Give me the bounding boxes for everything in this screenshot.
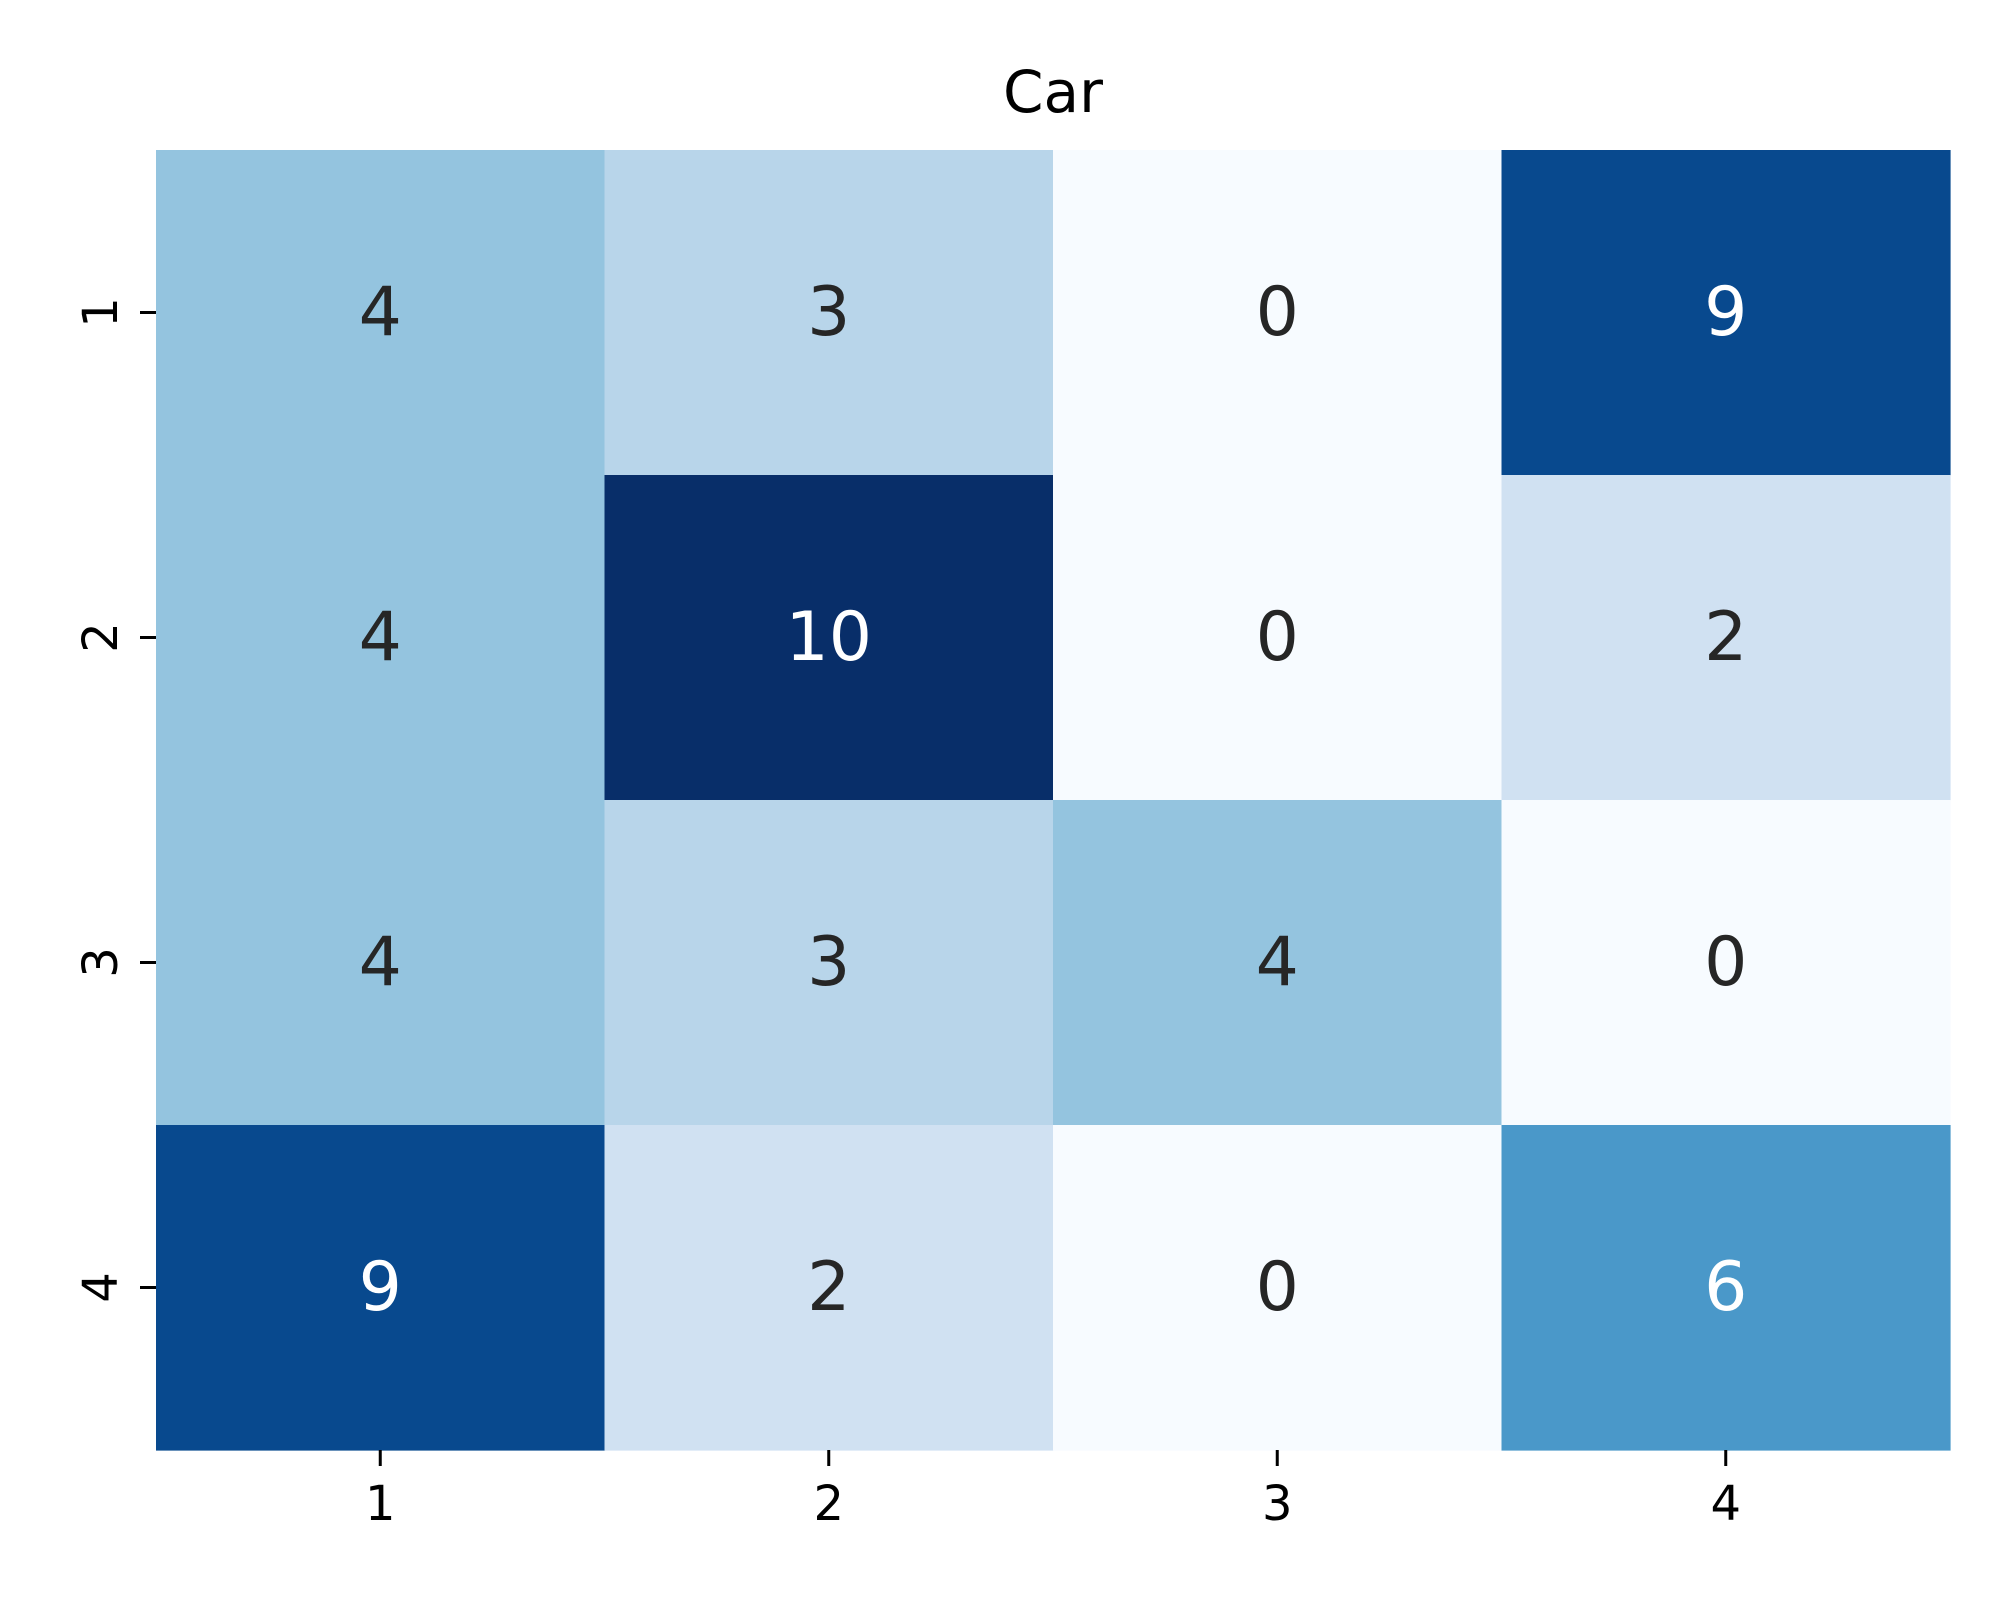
y-axis: 1 2 3 4 bbox=[73, 297, 156, 1303]
cell-value-label-r1-c3: 0 bbox=[1256, 273, 1299, 352]
heatmap-cell-r4-c4 bbox=[1501, 1125, 1951, 1451]
cell-value-label-r4-c3: 0 bbox=[1256, 1248, 1299, 1327]
heatmap-cells bbox=[156, 150, 1951, 1451]
x-axis: 1 2 3 4 bbox=[365, 1450, 1741, 1532]
y-tick-label-4: 4 bbox=[73, 1272, 129, 1303]
cell-value-label-r2-c4: 2 bbox=[1704, 598, 1747, 677]
cell-value-label-r1-c4: 9 bbox=[1704, 273, 1747, 352]
cell-value-label-r3-c2: 3 bbox=[807, 923, 850, 1002]
heatmap-cell-r3-c1 bbox=[156, 800, 606, 1126]
heatmap-cell-r1-c3 bbox=[1053, 150, 1503, 476]
cell-value-label-r3-c4: 0 bbox=[1704, 923, 1747, 1002]
cell-value-label-r2-c2: 10 bbox=[785, 598, 872, 677]
heatmap-cell-r4-c2 bbox=[604, 1125, 1054, 1451]
cell-value-label-r3-c3: 4 bbox=[1256, 923, 1299, 1002]
heatmap-cell-r4-c1 bbox=[156, 1125, 606, 1451]
x-tick-label-4: 4 bbox=[1710, 1476, 1741, 1532]
heatmap-cell-r2-c3 bbox=[1053, 475, 1503, 801]
heatmap-cell-r3-c3 bbox=[1053, 800, 1503, 1126]
heatmap-cell-r4-c3 bbox=[1053, 1125, 1503, 1451]
x-tick-label-2: 2 bbox=[813, 1476, 844, 1532]
heatmap-cell-r1-c2 bbox=[604, 150, 1054, 476]
y-tick-label-1: 1 bbox=[73, 297, 129, 328]
cell-value-label-r1-c2: 3 bbox=[807, 273, 850, 352]
heatmap-cell-r3-c4 bbox=[1501, 800, 1951, 1126]
heatmap-cell-r2-c1 bbox=[156, 475, 606, 801]
heatmap-cell-r1-c4 bbox=[1501, 150, 1951, 476]
x-tick-label-1: 1 bbox=[365, 1476, 396, 1532]
heatmap-cell-r1-c1 bbox=[156, 150, 606, 476]
heatmap-cell-r2-c2 bbox=[604, 475, 1054, 801]
x-tick-label-3: 3 bbox=[1262, 1476, 1293, 1532]
heatmap-cell-r2-c4 bbox=[1501, 475, 1951, 801]
heatmap-cell-labels: 4 3 0 9 4 10 0 2 4 3 4 0 9 2 0 6 bbox=[359, 273, 1748, 1327]
cell-value-label-r4-c2: 2 bbox=[807, 1248, 850, 1327]
cell-value-label-r2-c3: 0 bbox=[1256, 598, 1299, 677]
y-tick-label-2: 2 bbox=[73, 622, 129, 653]
y-tick-label-3: 3 bbox=[73, 947, 129, 978]
cell-value-label-r3-c1: 4 bbox=[359, 923, 402, 1002]
heatmap-cell-r3-c2 bbox=[604, 800, 1054, 1126]
cell-value-label-r4-c4: 6 bbox=[1704, 1248, 1747, 1327]
cell-value-label-r4-c1: 9 bbox=[359, 1248, 402, 1327]
chart-title: Car bbox=[1003, 58, 1103, 126]
cell-value-label-r2-c1: 4 bbox=[359, 598, 402, 677]
cell-value-label-r1-c1: 4 bbox=[359, 273, 402, 352]
